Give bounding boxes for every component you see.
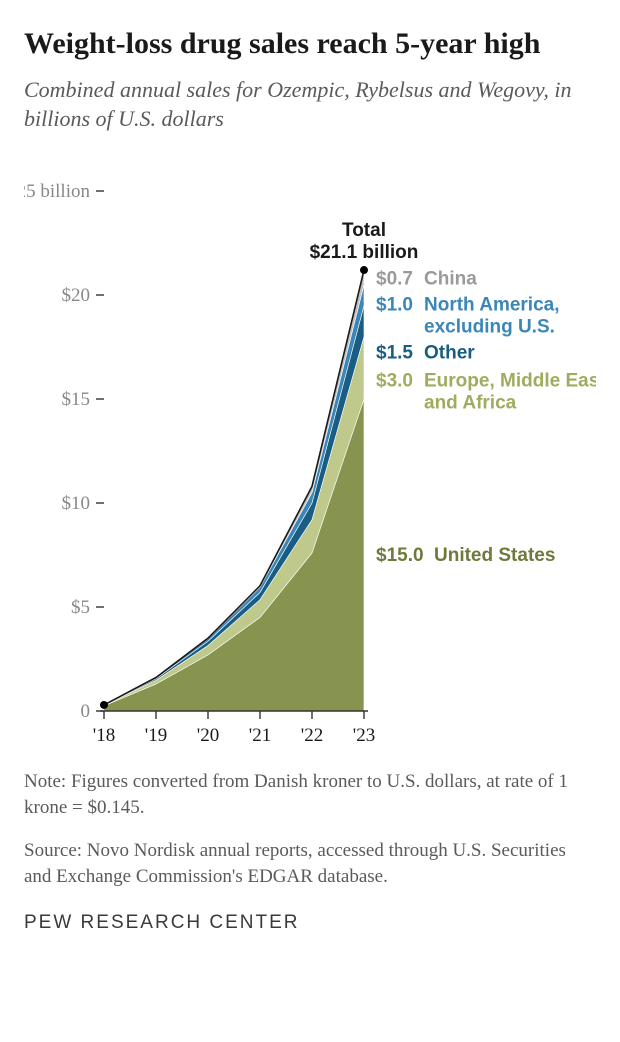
x-tick-label: '22 — [301, 725, 323, 746]
chart-plot-area: 0 $5 $10 $15 $20 $25 billion '18 '19 '20 '21 '22 '2… — [24, 161, 596, 751]
chart-title: Weight-loss drug sales reach 5-year high — [24, 26, 596, 62]
y-tick-label: $5 — [71, 597, 90, 618]
series-label: excluding U.S. — [424, 317, 555, 338]
total-label-1: Total — [342, 220, 386, 241]
series-label: North America, — [424, 295, 560, 316]
value-label: $3.0 — [376, 371, 413, 392]
x-tick-label: '21 — [249, 725, 271, 746]
x-tick-label: '23 — [353, 725, 375, 746]
total-label-2: $21.1 billion — [310, 242, 419, 263]
value-label: $0.7 — [376, 269, 413, 290]
chart-container: Weight-loss drug sales reach 5-year high… — [0, 0, 620, 954]
value-label: $1.0 — [376, 295, 413, 316]
x-tick-label: '19 — [145, 725, 167, 746]
y-tick-label: $10 — [62, 493, 91, 514]
stacked-area-chart: 0 $5 $10 $15 $20 $25 billion '18 '19 '20 '21 '22 '2… — [24, 161, 596, 751]
series-label: Other — [424, 343, 475, 364]
value-label: $15.0 — [376, 545, 424, 566]
y-tick-label: $20 — [62, 285, 91, 306]
chart-source: Source: Novo Nordisk annual reports, acc… — [24, 838, 596, 889]
y-tick-label: $15 — [62, 389, 91, 410]
y-tick-label: 0 — [81, 701, 91, 722]
x-tick-label: '18 — [93, 725, 115, 746]
start-dot — [100, 701, 108, 709]
series-label: Europe, Middle East — [424, 371, 596, 392]
end-dot — [360, 266, 368, 274]
publisher-logo: PEW RESEARCH CENTER — [24, 912, 596, 934]
chart-note: Note: Figures converted from Danish kron… — [24, 769, 596, 820]
series-label: United States — [434, 545, 555, 566]
y-tick-label: $25 billion — [24, 181, 90, 202]
series-label: China — [424, 269, 477, 290]
value-label: $1.5 — [376, 343, 413, 364]
chart-subtitle: Combined annual sales for Ozempic, Rybel… — [24, 76, 596, 133]
x-tick-label: '20 — [197, 725, 219, 746]
series-label: and Africa — [424, 393, 517, 414]
